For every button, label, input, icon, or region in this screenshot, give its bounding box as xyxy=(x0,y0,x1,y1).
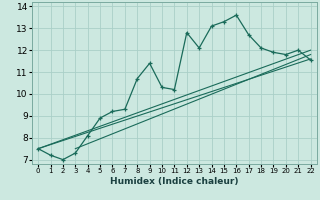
X-axis label: Humidex (Indice chaleur): Humidex (Indice chaleur) xyxy=(110,177,239,186)
